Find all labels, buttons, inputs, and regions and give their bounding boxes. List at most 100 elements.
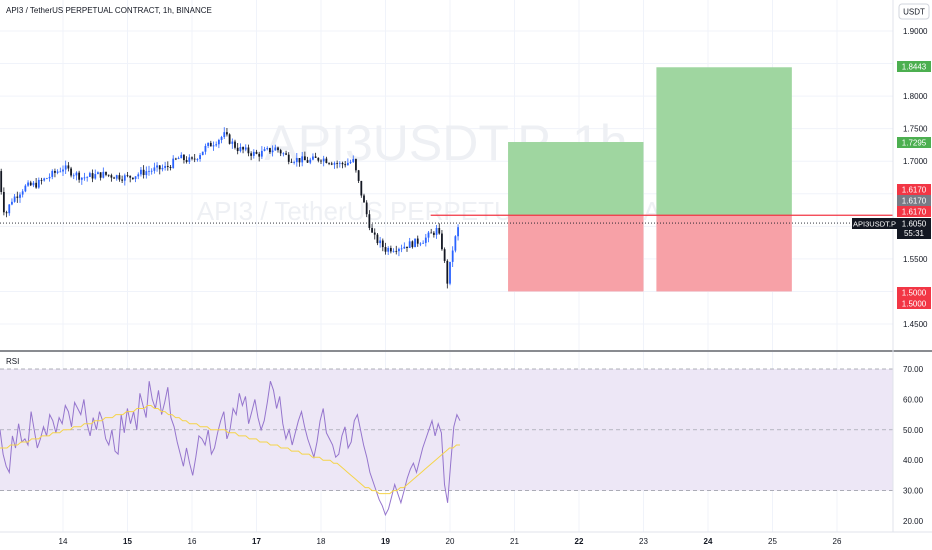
candle-body (185, 160, 188, 162)
tag-symbol: API3USDT.P (853, 220, 896, 229)
price-tags: 1.8443 1.7295 1.6170 1.6170 1.6170 API3U… (852, 61, 931, 309)
candle-body (72, 175, 75, 177)
candle-body (94, 174, 97, 179)
candle-body (43, 178, 46, 181)
candle-body (403, 246, 406, 249)
date-tick-label: 25 (768, 537, 777, 546)
candle-body (188, 157, 191, 162)
date-tick-label: 17 (252, 537, 261, 546)
candle-body (234, 141, 236, 148)
candle-body (11, 201, 13, 205)
candle-body (153, 167, 156, 171)
candle-body (451, 250, 454, 262)
candle-body (424, 237, 427, 243)
candle-body (80, 177, 83, 180)
candle-body (158, 165, 161, 170)
candles (0, 127, 893, 289)
candle-body (295, 157, 298, 163)
date-tick-label: 20 (446, 537, 455, 546)
candle-body (330, 163, 333, 165)
candle-body (164, 165, 167, 168)
candle-body (306, 160, 309, 163)
candle-body (180, 154, 183, 159)
candle-body (121, 179, 124, 181)
candle-body (169, 166, 172, 168)
candle-body (0, 171, 3, 192)
candle-body (333, 163, 336, 165)
loss-zone-2 (656, 215, 792, 292)
candle-body (45, 178, 48, 180)
candle-body (443, 249, 446, 261)
candle-body (201, 151, 204, 156)
candle-body (392, 250, 395, 252)
candle-body (328, 162, 330, 164)
tag-sl2: 1.5000 (902, 300, 927, 309)
candle-body (314, 156, 317, 158)
rsi-line (0, 381, 461, 517)
candle-body (236, 147, 239, 152)
candle-body (191, 157, 193, 159)
candle-body (363, 195, 365, 203)
candle-body (344, 164, 347, 166)
candle-body (303, 156, 306, 161)
date-tick-label: 22 (575, 537, 584, 546)
candle-body (416, 238, 419, 244)
tag-tp2: 1.8443 (902, 63, 927, 72)
candle-body (371, 227, 373, 233)
tag-last-price: 1.6050 (902, 220, 927, 229)
candle-body (341, 162, 344, 165)
candle-body (338, 162, 341, 164)
candle-body (395, 250, 398, 252)
candle-body (172, 158, 175, 168)
candle-body (279, 150, 282, 154)
rsi-label: RSI (6, 357, 19, 366)
tag-countdown: 55:31 (904, 229, 925, 238)
candle-body (67, 165, 70, 169)
candle-body (285, 153, 287, 155)
date-tick-label: 16 (188, 537, 197, 546)
candle-body (137, 174, 140, 177)
rsi-ma-line (0, 405, 460, 495)
candle-body (266, 148, 269, 150)
candle-body (427, 232, 430, 238)
candle-body (408, 241, 411, 249)
candle-body (255, 151, 258, 154)
candle-body (19, 194, 21, 198)
candle-body (244, 147, 247, 150)
candle-body (196, 159, 199, 160)
candle-body (454, 236, 457, 251)
long-positions[interactable] (430, 67, 893, 292)
date-tick-label: 26 (833, 537, 842, 546)
candle-body (312, 156, 314, 160)
candle-body (438, 227, 441, 234)
candle-body (336, 163, 339, 164)
candle-body (220, 137, 223, 141)
candle-body (204, 145, 207, 152)
candle-body (207, 142, 210, 146)
candle-body (223, 132, 226, 138)
candle-body (32, 182, 35, 186)
candle-body (231, 141, 234, 144)
candle-body (449, 261, 451, 284)
candle-body (166, 165, 169, 167)
candle-body (209, 142, 212, 147)
candle-body (56, 171, 59, 173)
candle-body (215, 144, 218, 146)
candle-body (290, 161, 293, 163)
candle-body (287, 154, 290, 162)
candle-body (217, 140, 220, 145)
candle-body (59, 171, 62, 173)
candle-body (317, 157, 320, 161)
candle-body (123, 175, 126, 181)
candle-body (86, 176, 89, 178)
candle-body (387, 247, 390, 252)
candle-body (115, 175, 118, 179)
candle-body (260, 150, 263, 157)
candle-body (70, 168, 72, 176)
date-tick-label: 23 (639, 537, 648, 546)
currency-button[interactable]: USDT (898, 3, 930, 20)
date-tick-label: 21 (510, 537, 519, 546)
candle-body (242, 147, 244, 150)
